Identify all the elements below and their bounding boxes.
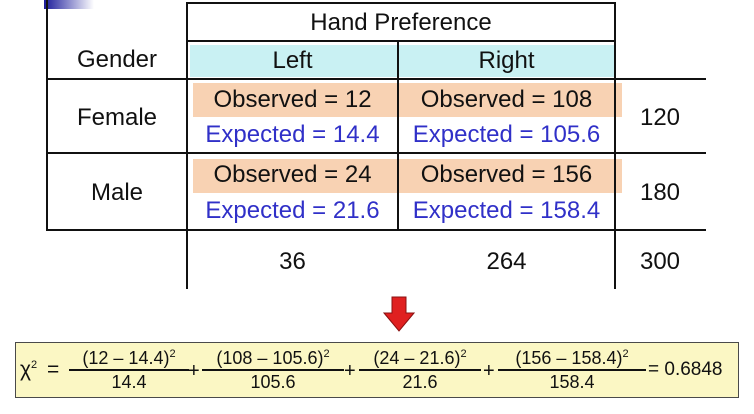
table-line-totals bbox=[46, 229, 706, 231]
table-line-subheader bbox=[186, 40, 616, 42]
right-header-highlight bbox=[398, 45, 616, 77]
left-header-highlight bbox=[190, 45, 398, 77]
formula-plus-3: + bbox=[483, 360, 495, 382]
header-gender: Gender bbox=[76, 46, 158, 73]
formula-term-1: (12 – 14.4)2 14.4 bbox=[69, 344, 189, 392]
column-total-left: 36 bbox=[279, 248, 306, 275]
formula-term-3: (24 – 21.6)2 21.6 bbox=[359, 344, 481, 392]
table-line-row-divider bbox=[46, 152, 706, 154]
male-left-observed-highlight bbox=[193, 159, 397, 193]
cell-female-right-expected: Expected = 105.6 bbox=[412, 121, 601, 148]
cell-male-right-expected: Expected = 158.4 bbox=[412, 197, 601, 224]
cell-male-left-expected: Expected = 21.6 bbox=[205, 197, 380, 224]
row-label-male: Male bbox=[90, 179, 144, 206]
cell-male-left-observed: Observed = 24 bbox=[213, 161, 372, 188]
male-right-observed-highlight bbox=[399, 159, 622, 193]
header-left: Left bbox=[272, 47, 313, 74]
header-right: Right bbox=[478, 47, 535, 74]
corner-decoration bbox=[44, 0, 94, 9]
down-arrow-icon bbox=[383, 296, 415, 332]
table-divider-total bbox=[614, 2, 616, 289]
formula-plus-1: + bbox=[188, 360, 200, 382]
row-total-male: 180 bbox=[639, 179, 681, 206]
cell-female-left-observed: Observed = 12 bbox=[213, 86, 372, 113]
table-border-top bbox=[186, 2, 616, 4]
grand-total: 300 bbox=[639, 248, 681, 275]
cell-female-left-expected: Expected = 14.4 bbox=[205, 121, 380, 148]
formula-plus-2: + bbox=[344, 360, 356, 382]
formula-term-2: (108 – 105.6)2 105.6 bbox=[202, 344, 344, 392]
female-right-observed-highlight bbox=[399, 83, 622, 117]
header-hand-preference: Hand Preference bbox=[310, 9, 492, 36]
formula-result: = 0.6848 bbox=[648, 359, 723, 380]
row-label-female: Female bbox=[76, 104, 158, 131]
formula-lhs: χ2 = bbox=[20, 358, 60, 381]
table-divider-middle bbox=[397, 40, 399, 230]
formula-term-4: (156 – 158.4)2 158.4 bbox=[498, 344, 646, 392]
column-total-right: 264 bbox=[486, 248, 527, 275]
cell-female-right-observed: Observed = 108 bbox=[420, 86, 593, 113]
table-divider-gender bbox=[186, 2, 188, 289]
cell-male-right-observed: Observed = 156 bbox=[420, 161, 593, 188]
table-line-header-bottom bbox=[46, 78, 706, 80]
row-total-female: 120 bbox=[639, 104, 681, 131]
female-left-observed-highlight bbox=[193, 83, 397, 117]
chi-square-formula: χ2 = (12 – 14.4)2 14.4 + (108 – 105.6)2 … bbox=[15, 342, 739, 398]
table-border-left bbox=[46, 0, 48, 231]
